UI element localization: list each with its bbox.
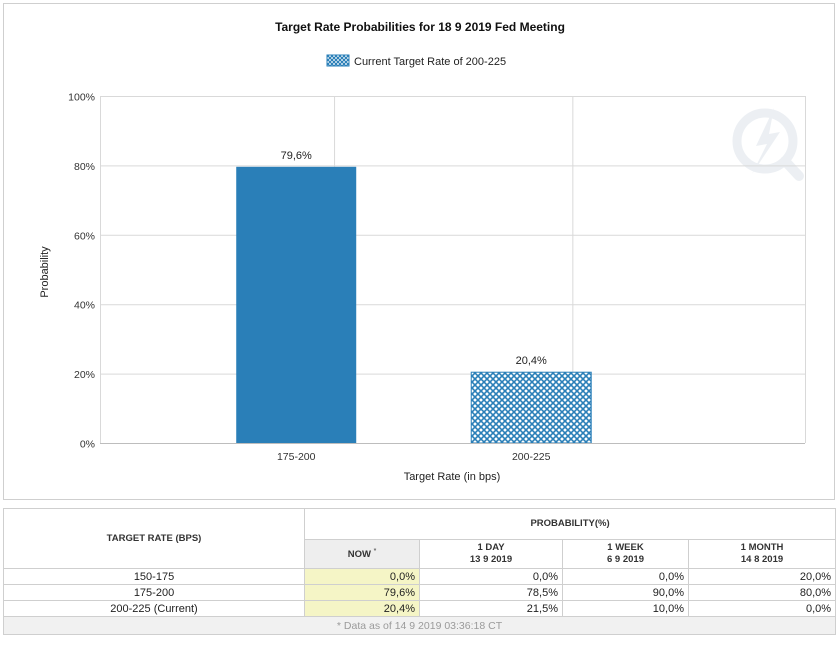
probability-table: TARGET RATE (BPS) PROBABILITY(%) NOW * 1… (2, 508, 837, 635)
legend-swatch (326, 54, 350, 67)
chart-panel: Target Rate Probabilities for 18 9 2019 … (3, 3, 835, 500)
one-month-cell: 20,0% (687, 568, 837, 585)
y-axis-label: Probability (39, 246, 51, 298)
y-tick-label: 100% (68, 92, 95, 104)
data-label: 20,4% (516, 355, 547, 367)
y-tick-label: 80% (74, 161, 95, 173)
now-column-header[interactable]: NOW * (304, 539, 420, 569)
one-week-cell: 10,0% (562, 600, 689, 617)
one-day-column-header[interactable]: 1 DAY 13 9 2019 (419, 539, 563, 569)
legend-label: Current Target Rate of 200-225 (354, 56, 506, 68)
table-row: 200-225 (Current) 20,4% 21,5% 10,0% 0,0% (3, 600, 837, 617)
x-tick-label: 200-225 (512, 451, 551, 463)
column-date: 14 8 2019 (740, 554, 784, 565)
rate-cell: 150-175 (3, 568, 305, 585)
y-tick-label: 60% (74, 230, 95, 242)
table-row: 150-175 0,0% 0,0% 0,0% 20,0% (3, 568, 837, 585)
one-week-cell: 0,0% (562, 568, 689, 585)
bar (236, 166, 357, 443)
x-axis-label: Target Rate (in bps) (404, 471, 501, 483)
now-header-label: NOW (347, 549, 371, 561)
one-day-cell: 78,5% (419, 584, 563, 601)
y-tick-label: 0% (80, 439, 95, 451)
one-week-cell: 90,0% (562, 584, 689, 601)
chart-legend[interactable]: Current Target Rate of 200-225 (326, 54, 506, 68)
grid-lines (100, 96, 806, 444)
data-label: 79,6% (281, 150, 312, 162)
column-label: 1 MONTH (740, 542, 784, 553)
data-labels: 79,6% 20,4% (281, 150, 547, 367)
y-tick-label: 20% (74, 369, 95, 381)
y-tick-label: 40% (74, 300, 95, 312)
x-tick-label: 175-200 (277, 451, 316, 463)
rate-cell: 175-200 (3, 584, 305, 601)
one-day-cell: 0,0% (419, 568, 563, 585)
now-cell: 79,6% (304, 584, 420, 601)
bars (236, 166, 592, 444)
one-month-column-header[interactable]: 1 MONTH 14 8 2019 (687, 539, 837, 569)
now-cell: 20,4% (304, 600, 420, 617)
one-week-column-header[interactable]: 1 WEEK 6 9 2019 (562, 539, 689, 569)
one-month-cell: 80,0% (687, 584, 837, 601)
one-day-cell: 21,5% (419, 600, 563, 617)
now-header-marker: * (373, 548, 377, 556)
probability-header: PROBABILITY(%) (303, 508, 837, 540)
column-label: 1 WEEK (607, 542, 644, 553)
column-date: 6 9 2019 (607, 554, 644, 565)
data-timestamp-footnote: * Data as of 14 9 2019 03:36:18 CT (2, 616, 837, 635)
x-axis: 175-200 200-225 (100, 443, 805, 463)
y-axis: 0% 20% 40% 60% 80% 100% (68, 92, 95, 451)
column-label: 1 DAY (477, 542, 505, 553)
watermark-logo-icon (732, 108, 804, 181)
target-rate-header: TARGET RATE (BPS) (3, 508, 305, 569)
one-month-cell: 0,0% (687, 600, 837, 617)
column-date: 13 9 2019 (469, 554, 513, 565)
now-cell: 0,0% (304, 568, 420, 585)
table-row: 175-200 79,6% 78,5% 90,0% 80,0% (3, 584, 837, 601)
bar-chart: Target Rate Probabilities for 18 9 2019 … (39, 20, 806, 483)
chart-title: Target Rate Probabilities for 18 9 2019 … (275, 20, 565, 34)
bar (470, 371, 592, 444)
rate-cell: 200-225 (Current) (3, 600, 305, 617)
